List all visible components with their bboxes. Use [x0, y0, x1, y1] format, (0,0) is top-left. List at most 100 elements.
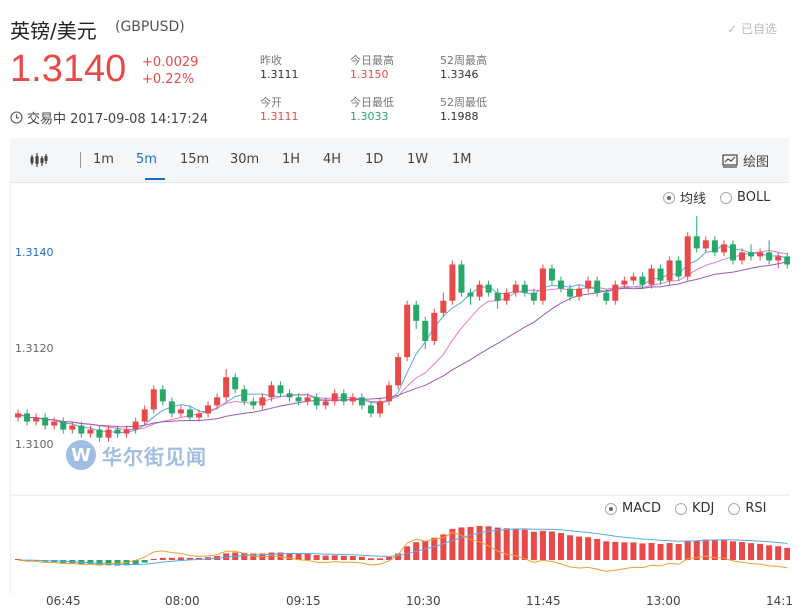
candle-body: [286, 393, 293, 398]
macd-bar: [96, 560, 103, 566]
macd-bar: [739, 542, 745, 560]
macd-bar: [576, 536, 583, 560]
macd-bar: [476, 526, 483, 560]
candle-body: [431, 312, 438, 341]
overlay-boll-label: BOLL: [737, 190, 771, 205]
macd-bar: [711, 539, 718, 560]
tab-period-1m[interactable]: 1m: [93, 152, 114, 167]
candle-body: [639, 276, 646, 285]
tab-period-5m[interactable]: 5m: [136, 152, 157, 167]
candle-body: [404, 304, 411, 358]
candle-body: [603, 292, 610, 301]
candle-body: [33, 417, 40, 422]
stat-value-open: 1.3111: [260, 110, 299, 123]
candle-body: [232, 377, 239, 390]
macd-bar: [675, 543, 682, 560]
clock-icon: [10, 111, 23, 124]
stat-label-52w-low: 52周最低: [440, 96, 487, 109]
x-tick-label: 10:30: [406, 594, 441, 608]
stat-label-today-high: 今日最高: [350, 54, 394, 67]
macd-bar: [268, 552, 275, 560]
macd-bar: [530, 531, 537, 560]
candle-body: [612, 284, 619, 301]
stat-value-52w-high: 1.3346: [440, 68, 479, 81]
macd-bar: [594, 538, 601, 560]
candle-body: [693, 236, 700, 249]
price-change-percent: +0.22%: [142, 72, 195, 87]
main-overlay-options: 均线 BOLL: [663, 188, 770, 207]
macd-bar: [404, 546, 411, 560]
candle-body: [132, 421, 139, 430]
candle-body: [648, 268, 655, 285]
candle-body: [186, 409, 193, 418]
macd-bar: [241, 552, 248, 560]
candle-body: [322, 401, 329, 406]
indicator-macd-radio[interactable]: MACD: [605, 501, 661, 516]
candle-body: [277, 385, 284, 394]
macd-bar: [729, 541, 736, 560]
candle-body: [141, 409, 148, 422]
candle-body: [205, 405, 212, 414]
ma-slow-line: [17, 261, 788, 428]
macd-bar: [494, 527, 501, 560]
macd-bar: [612, 541, 619, 560]
indicator-kdj-radio[interactable]: KDJ: [674, 501, 714, 516]
indicator-rsi-radio[interactable]: RSI: [728, 501, 766, 516]
radio-dot: [728, 502, 741, 515]
candle-body: [729, 244, 736, 261]
candle-body: [413, 304, 420, 321]
tab-period-1w[interactable]: 1W: [407, 152, 429, 167]
candle-body: [503, 292, 510, 301]
candle-body: [476, 284, 483, 297]
tab-period-4h[interactable]: 4H: [323, 152, 342, 167]
macd-bar: [720, 539, 727, 560]
macd-bar: [548, 531, 555, 560]
candle-body: [367, 405, 374, 414]
macd-bar: [539, 530, 546, 560]
draw-button[interactable]: 绘图: [722, 151, 769, 170]
overlay-boll-radio[interactable]: BOLL: [720, 188, 770, 207]
candle-body: [720, 244, 727, 253]
trading-status-text: 交易中 2017-09-08 14:17:24: [27, 112, 209, 127]
macd-signal-line: [17, 531, 788, 572]
candle-body: [449, 264, 456, 301]
candle-body: [313, 397, 320, 406]
candlestick-chart[interactable]: [11, 182, 790, 594]
candle-body: [766, 252, 773, 261]
macd-bar: [223, 553, 230, 560]
candle-body: [757, 252, 764, 257]
tab-period-1mo[interactable]: 1M: [452, 152, 472, 167]
candlestick-type-icon[interactable]: [30, 152, 48, 168]
tab-period-1h[interactable]: 1H: [282, 152, 301, 167]
candle-body: [159, 389, 166, 402]
macd-bar: [250, 553, 257, 560]
macd-bar: [630, 542, 637, 560]
macd-bar: [431, 537, 438, 560]
stat-label-prev-close: 昨收: [260, 54, 282, 67]
tab-period-15m[interactable]: 15m: [180, 152, 210, 167]
tab-period-30m[interactable]: 30m: [230, 152, 260, 167]
candle-body: [196, 413, 202, 418]
watchlist-button[interactable]: ✓ 已自选: [727, 22, 777, 36]
candle-body: [241, 389, 248, 402]
macd-bar: [567, 535, 574, 560]
macd-bar: [657, 543, 664, 560]
macd-bar: [395, 553, 402, 560]
macd-bar: [485, 526, 492, 560]
overlay-ma-radio[interactable]: 均线: [663, 188, 706, 207]
candle-body: [775, 256, 782, 261]
x-tick-label: 14:1: [766, 594, 793, 608]
tab-period-1d[interactable]: 1D: [365, 152, 384, 167]
candle-body: [621, 280, 628, 285]
watermark-text: 华尔街见闻: [102, 444, 207, 469]
instrument-code: (GBPUSD): [115, 19, 185, 35]
macd-bar: [196, 557, 202, 560]
candle-body: [784, 256, 790, 265]
candle-body: [340, 393, 347, 402]
macd-bar: [585, 537, 592, 560]
macd-bar: [558, 533, 564, 560]
macd-bar: [693, 540, 700, 560]
macd-bar: [322, 555, 329, 560]
candle-body: [358, 397, 365, 406]
y-tick-label: 1.3120: [15, 342, 54, 355]
